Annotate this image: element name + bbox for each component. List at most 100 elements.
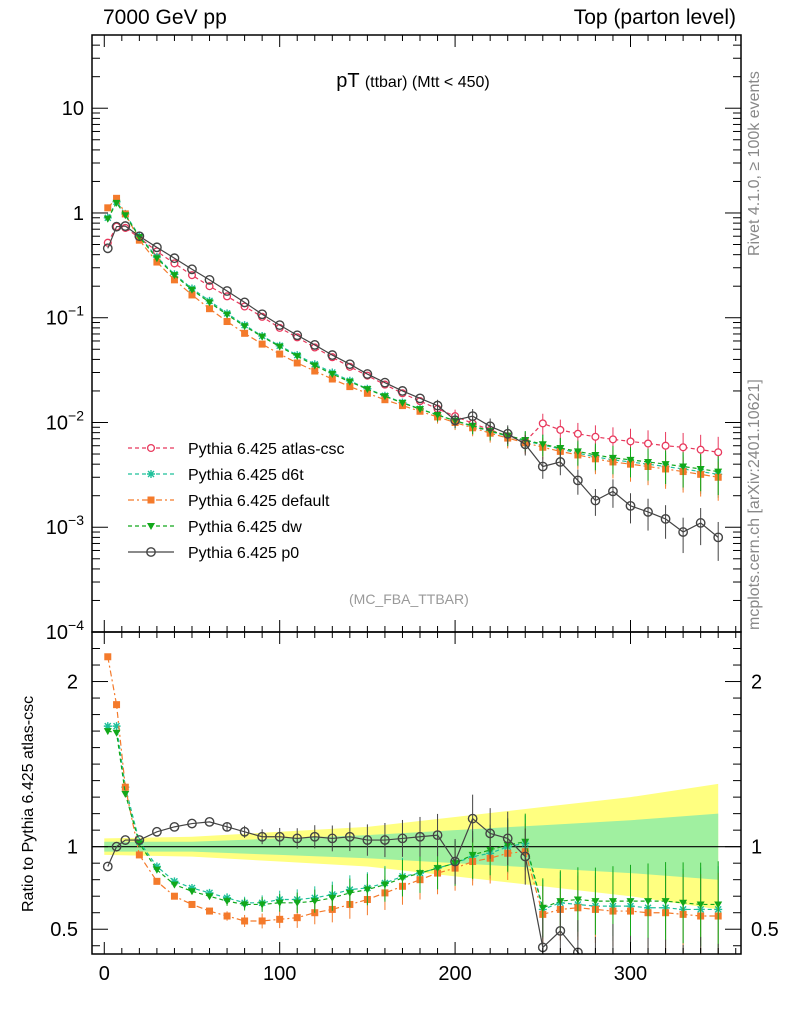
y-tick-exponent-0: −4 bbox=[68, 617, 84, 633]
dw-point-1 bbox=[112, 199, 121, 207]
line-dw bbox=[107, 201, 719, 473]
dw-point-31 bbox=[626, 456, 635, 464]
default-point-12 bbox=[293, 359, 301, 367]
dw-point-15 bbox=[345, 889, 354, 897]
p0-point-23 bbox=[485, 421, 496, 432]
d6t-point-7 bbox=[205, 888, 214, 897]
analysis-watermark: (MC_FBA_TTBAR) bbox=[349, 591, 469, 607]
ratio-series-group bbox=[102, 653, 723, 991]
dw-point-20 bbox=[433, 865, 442, 873]
dw-point-8 bbox=[223, 898, 232, 906]
p0-point-12 bbox=[292, 833, 303, 844]
p0-point-4 bbox=[151, 826, 162, 837]
default-point-15 bbox=[346, 383, 354, 391]
dw-point-34 bbox=[679, 463, 688, 471]
legend-label-d6t: Pythia 6.425 d6t bbox=[188, 467, 304, 484]
p0-point-0 bbox=[102, 243, 113, 254]
dw-point-35 bbox=[696, 465, 705, 473]
p0-point-27 bbox=[555, 457, 566, 467]
atlas_csc-point-33 bbox=[661, 441, 670, 450]
dw-point-30 bbox=[608, 454, 617, 462]
dw-point-14 bbox=[328, 371, 337, 379]
dw-point-8 bbox=[223, 311, 232, 319]
p0-point-14 bbox=[327, 350, 338, 360]
line-p0 bbox=[107, 225, 719, 538]
dw-point-30 bbox=[608, 898, 617, 906]
p0-point-29 bbox=[591, 966, 599, 974]
dw-point-28 bbox=[573, 896, 582, 904]
dw-point-4 bbox=[152, 866, 161, 874]
ratio-y-tick-label-right-0.5: 0.5 bbox=[751, 919, 779, 941]
plot-title: pT (ttbar) (Mtt < 450) bbox=[0, 70, 786, 93]
dw-point-12 bbox=[293, 899, 302, 907]
dw-point-27 bbox=[556, 445, 565, 453]
dw-point-10 bbox=[258, 901, 267, 909]
dw-point-33 bbox=[661, 461, 670, 469]
y-tick-label-3: 10−1 bbox=[46, 303, 84, 330]
dw-point-11 bbox=[275, 899, 284, 907]
p0-point-16 bbox=[362, 835, 373, 845]
dw-point-13 bbox=[310, 362, 319, 370]
atlas_csc-point-32 bbox=[643, 439, 653, 448]
dw-point-15 bbox=[345, 378, 354, 386]
p0-point-27 bbox=[555, 925, 566, 936]
d6t-point-4 bbox=[152, 862, 161, 871]
x-tick-label-0: 0 bbox=[99, 963, 110, 985]
default-point-1 bbox=[113, 194, 121, 202]
p0-point-10 bbox=[257, 309, 268, 320]
dw-point-2 bbox=[121, 790, 130, 798]
dw-point-6 bbox=[187, 888, 196, 896]
dw-point-0 bbox=[103, 215, 112, 223]
default-point-14 bbox=[328, 375, 336, 383]
y-tick-exponent-3: −1 bbox=[68, 303, 84, 319]
legend-label-p0: Pythia 6.425 p0 bbox=[188, 545, 299, 562]
p0-point-13 bbox=[309, 340, 320, 350]
p0-point-21 bbox=[450, 856, 460, 867]
atlas_csc-point-26 bbox=[538, 419, 547, 428]
p0-point-35 bbox=[696, 975, 704, 983]
dw-point-9 bbox=[240, 901, 249, 909]
legend-label-atlas_csc: Pythia 6.425 atlas-csc bbox=[188, 441, 345, 458]
p0-point-2 bbox=[120, 835, 131, 845]
p0-point-0 bbox=[102, 861, 113, 872]
atlas_csc-point-30 bbox=[608, 435, 618, 444]
p0-point-20 bbox=[432, 400, 443, 411]
atlas_csc-point-7 bbox=[205, 282, 214, 291]
dw-point-34 bbox=[679, 899, 688, 907]
default-point-8 bbox=[223, 912, 231, 920]
dw-point-6 bbox=[187, 286, 196, 294]
p0-point-15 bbox=[344, 359, 355, 370]
p0-point-28 bbox=[572, 475, 583, 486]
p0-point-35 bbox=[695, 518, 706, 528]
d6t-point-5 bbox=[170, 877, 179, 886]
dw-point-5 bbox=[170, 881, 179, 889]
p0-point-2 bbox=[120, 221, 131, 231]
p0-point-19 bbox=[415, 831, 425, 842]
d6t-point-1 bbox=[112, 722, 121, 731]
x-tick-label-300: 300 bbox=[614, 963, 647, 985]
default-point-2 bbox=[121, 783, 129, 791]
p0-point-12 bbox=[292, 330, 303, 341]
p0-point-18 bbox=[397, 386, 408, 396]
p0-point-5 bbox=[169, 253, 180, 264]
dw-point-7 bbox=[205, 299, 214, 307]
y-tick-label-5: 10 bbox=[62, 98, 84, 120]
default-point-10 bbox=[258, 340, 266, 348]
p0-point-32 bbox=[643, 507, 653, 517]
legend-label-dw: Pythia 6.425 dw bbox=[188, 519, 302, 536]
p0-point-3 bbox=[134, 231, 145, 242]
default-point-12 bbox=[293, 914, 301, 922]
p0-point-36 bbox=[714, 983, 722, 991]
dw-point-19 bbox=[416, 406, 425, 414]
dw-point-2 bbox=[121, 212, 130, 220]
p0-point-22 bbox=[467, 411, 478, 422]
p0-point-8 bbox=[222, 821, 232, 832]
series-p0 bbox=[102, 221, 724, 561]
dw-point-16 bbox=[363, 886, 372, 894]
d6t-point-legend bbox=[147, 470, 155, 478]
p0-point-21 bbox=[450, 415, 460, 426]
dw-point-36 bbox=[714, 901, 723, 909]
plot-title-main: pT bbox=[336, 70, 360, 92]
p0-point-33 bbox=[660, 514, 671, 524]
atlas_csc-point-31 bbox=[626, 437, 635, 446]
